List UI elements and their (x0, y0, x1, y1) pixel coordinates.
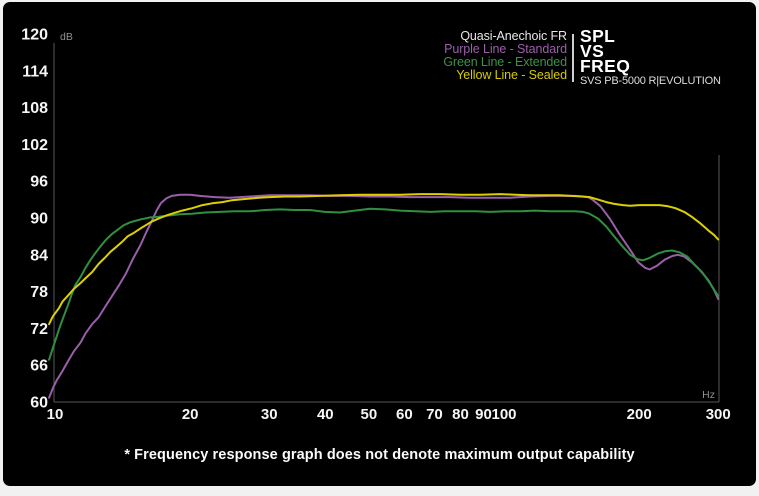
series-line-green-line-extended (48, 207, 720, 361)
title-line-spl: SPL (580, 26, 616, 46)
y-tick-label: 102 (21, 137, 48, 154)
y-tick-label: 108 (21, 100, 48, 117)
legend-title-divider (572, 34, 574, 82)
x-tick-label: 100 (491, 406, 516, 423)
y-tick-label: 120 (21, 27, 48, 44)
x-tick-label: 50 (360, 406, 377, 423)
x-axis-unit-label: Hz (702, 389, 715, 401)
y-tick-label: 96 (30, 174, 48, 191)
y-tick-label: 90 (30, 211, 48, 228)
legend: Quasi-Anechoic FR Purple Line - Standard… (443, 30, 567, 82)
legend-item-quasi-anechoic: Quasi-Anechoic FR (460, 29, 567, 43)
x-tick-label: 80 (452, 406, 469, 423)
x-tick-label: 200 (627, 406, 652, 423)
legend-item-extended: Green Line - Extended (443, 54, 567, 69)
y-axis-unit-label: dB (60, 31, 73, 43)
x-tick-label: 60 (396, 406, 413, 423)
y-tick-label: 114 (22, 63, 48, 80)
chart-subtitle: SVS PB-5000 R|EVOLUTION (580, 75, 721, 87)
title-line-freq: FREQ (580, 55, 631, 76)
y-tick-label: 72 (30, 321, 48, 338)
series-line-yellow-line-sealed (48, 193, 720, 326)
x-tick-label: 90 (475, 406, 492, 423)
y-tick-label: 78 (30, 284, 48, 301)
chart-title: SPL VS FREQ (580, 26, 631, 76)
x-tick-label: 10 (47, 406, 64, 423)
y-tick-label: 66 (30, 358, 48, 375)
chart-card (3, 2, 756, 486)
x-tick-label: 40 (317, 406, 334, 423)
footnote: * Frequency response graph does not deno… (124, 447, 635, 463)
x-tick-label: 70 (426, 406, 443, 423)
y-tick-label: 84 (30, 247, 48, 264)
x-tick-label: 20 (182, 406, 199, 423)
x-tick-label: 300 (706, 406, 731, 423)
x-tick-label: 30 (261, 406, 278, 423)
series-line-purple-line-standard (48, 193, 720, 399)
legend-item-standard: Purple Line - Standard (444, 41, 567, 56)
title-line-vs: VS (580, 40, 605, 61)
y-tick-label: 60 (30, 395, 48, 412)
legend-item-sealed: Yellow Line - Sealed (456, 67, 567, 82)
